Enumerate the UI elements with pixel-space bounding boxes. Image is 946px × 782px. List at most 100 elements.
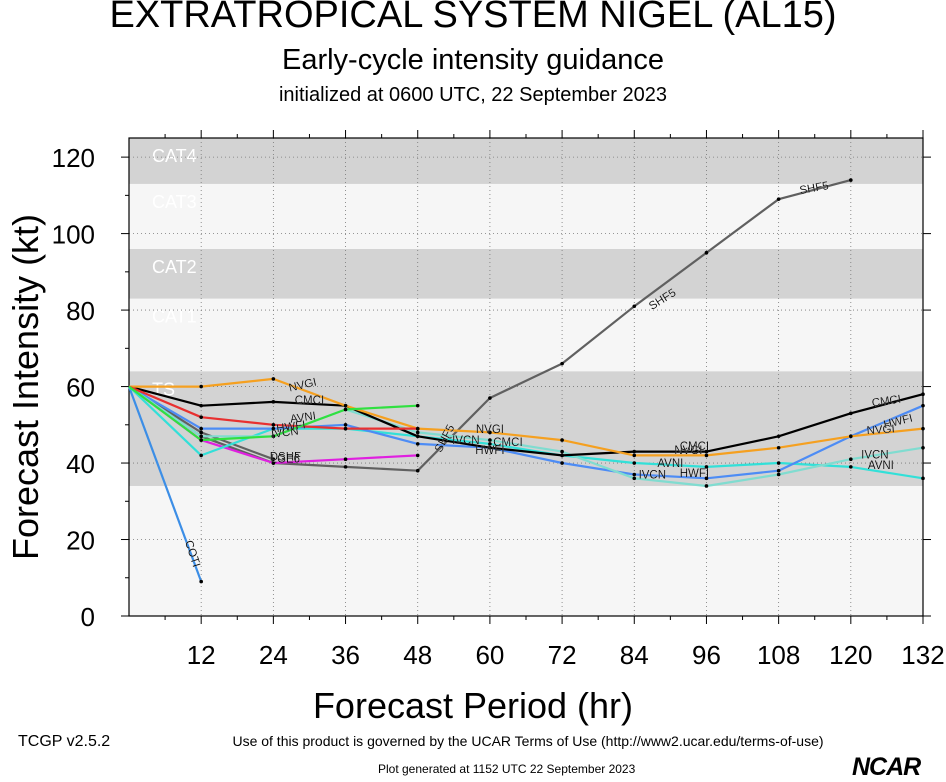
y-tick-label: 0 bbox=[81, 602, 95, 632]
data-point-hwfi bbox=[849, 457, 853, 462]
series-label-avni: AVNI bbox=[657, 458, 683, 470]
data-point-ivcn bbox=[560, 461, 564, 465]
x-tick-label: 132 bbox=[901, 640, 944, 670]
y-tick-label: 100 bbox=[52, 220, 95, 250]
band-cat3 bbox=[129, 183, 923, 249]
data-point-avni bbox=[776, 461, 781, 465]
series-label-nvgi: NVGI bbox=[866, 423, 895, 437]
data-point-shf5 bbox=[415, 468, 420, 473]
data-point-lge6 bbox=[199, 430, 203, 435]
data-point-hwfi bbox=[488, 438, 492, 442]
series-label-avni: AVNI bbox=[868, 460, 894, 472]
data-point-green bbox=[343, 407, 348, 412]
data-point-ivcn bbox=[704, 476, 709, 481]
data-point-nvgi bbox=[921, 426, 925, 431]
chart-subtitle: Early-cycle intensity guidance bbox=[281, 44, 664, 76]
data-point-fsse bbox=[271, 423, 276, 427]
band-label-cat4: CAT4 bbox=[152, 146, 197, 166]
data-point-cmci bbox=[415, 434, 420, 439]
data-point-ivcn bbox=[415, 442, 420, 446]
data-point-ivcn bbox=[199, 426, 203, 431]
data-point-cmci bbox=[921, 392, 925, 397]
y-tick-label: 40 bbox=[66, 449, 95, 479]
y-tick-label: 120 bbox=[52, 143, 95, 173]
x-tick-label: 96 bbox=[692, 640, 721, 670]
series-label-ivcn: IVCN bbox=[639, 469, 666, 481]
data-point-dshf bbox=[343, 457, 348, 462]
data-point-lge6 bbox=[271, 457, 276, 462]
series-line-cmci bbox=[128, 385, 924, 457]
data-point-ivcn bbox=[776, 468, 781, 473]
data-point-cmci bbox=[632, 449, 637, 454]
series-label-shf5: SHF5 bbox=[799, 180, 830, 197]
data-point-hwfi bbox=[560, 449, 564, 454]
data-point-ivcn bbox=[632, 472, 637, 477]
data-point-nvgi bbox=[560, 438, 564, 442]
axes: 12 24 36 48 60 72 84 96 108 120 132 0 20 40 60 80 100 120 bbox=[52, 130, 945, 670]
ncar-logo: NCAR bbox=[852, 753, 921, 781]
data-point-hwfi bbox=[199, 434, 203, 439]
series-label-cmci: CMCI bbox=[295, 395, 324, 407]
y-tick-label: 80 bbox=[66, 296, 95, 326]
band-label-cat3: CAT3 bbox=[152, 192, 197, 212]
data-point-nvgi bbox=[343, 403, 348, 408]
data-point-avni bbox=[199, 453, 203, 458]
series-line-nvgi bbox=[129, 377, 924, 457]
data-point-avni bbox=[704, 465, 709, 469]
x-tick-label: 48 bbox=[403, 640, 432, 670]
series-label-ivcn: IVCN bbox=[452, 435, 479, 447]
data-point-cmci bbox=[488, 445, 492, 450]
data-point-cmci bbox=[199, 403, 203, 408]
x-tick-label: 36 bbox=[331, 640, 360, 670]
series-line-avni bbox=[128, 385, 924, 480]
data-point-ivcn bbox=[921, 403, 925, 408]
x-tick-label: 108 bbox=[757, 640, 800, 670]
series-label-hwfi: HWFI bbox=[276, 419, 307, 435]
data-point-green bbox=[199, 438, 203, 442]
data-point-shf5 bbox=[776, 197, 781, 201]
data-point-nvgi bbox=[704, 453, 709, 458]
data-point-hwfi bbox=[776, 472, 781, 477]
series-label-cmci: CMCI bbox=[493, 437, 522, 449]
data-point-avni bbox=[632, 461, 637, 465]
data-point-hwfi bbox=[704, 484, 709, 488]
data-point-cmci bbox=[776, 434, 781, 439]
data-point-avni bbox=[849, 465, 853, 469]
y-axis-label: Forecast Intensity (kt) bbox=[5, 214, 46, 560]
data-point-cmci bbox=[704, 449, 709, 454]
data-point-nvgi bbox=[271, 377, 276, 381]
data-point-coti bbox=[199, 579, 203, 584]
chart-title: EXTRATROPICAL SYSTEM NIGEL (AL15) bbox=[109, 0, 837, 36]
data-point-dshf bbox=[415, 453, 420, 458]
data-point-green bbox=[415, 403, 420, 408]
data-point-dshf bbox=[271, 461, 276, 465]
data-point-nvgi bbox=[199, 384, 203, 389]
x-tick-label: 120 bbox=[829, 640, 872, 670]
data-point-shf5 bbox=[849, 178, 853, 182]
data-point-cmci bbox=[849, 411, 853, 416]
data-point-cmci bbox=[271, 400, 276, 404]
terms-of-use: Use of this product is governed by the U… bbox=[232, 733, 824, 749]
series-label-nvgi: NVGI bbox=[476, 424, 504, 436]
data-point-ivcn bbox=[343, 423, 348, 427]
x-tick-label: 72 bbox=[548, 640, 577, 670]
data-point-ivcn bbox=[271, 426, 276, 431]
data-point-nvgi bbox=[849, 434, 853, 439]
plot-frame bbox=[128, 137, 924, 617]
data-point-fsse bbox=[343, 426, 348, 431]
data-point-shf5 bbox=[343, 465, 348, 469]
series-label-hwfi: HWFI bbox=[475, 445, 504, 457]
x-tick-label: 12 bbox=[187, 640, 216, 670]
x-tick-label: 60 bbox=[475, 640, 504, 670]
data-point-avni bbox=[921, 476, 925, 481]
series-label-lge6: LGE6 bbox=[271, 453, 300, 465]
band-below-ts bbox=[129, 485, 923, 616]
series-label-avni: AVNI bbox=[289, 410, 316, 426]
series-line-coti bbox=[127, 386, 203, 582]
data-point-nvgi bbox=[632, 453, 637, 458]
x-tick-label: 24 bbox=[259, 640, 288, 670]
data-point-fsse bbox=[199, 415, 203, 419]
forecast-lines bbox=[127, 178, 925, 584]
